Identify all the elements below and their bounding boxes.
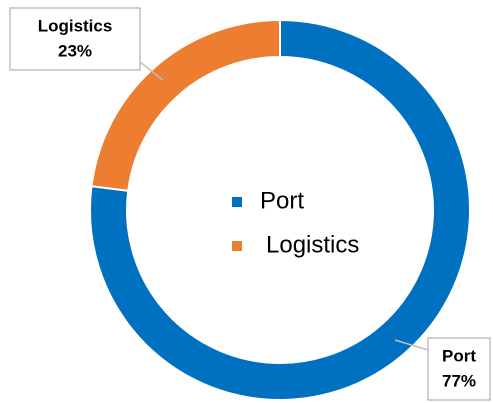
data-label-value: 23% [58,41,92,60]
data-label-name: Port [442,346,476,365]
legend-swatch [232,241,242,251]
legend-swatch [232,197,242,207]
leader-line [394,339,429,351]
legend-label: Logistics [266,231,359,258]
label-box [427,337,491,401]
donut-slice [89,18,471,401]
data-label-value: 77% [442,371,476,390]
label-box [9,7,141,71]
donut-slice [90,18,281,192]
legend-label: Port [260,187,304,214]
data-label-name: Logistics [38,16,113,35]
leader-line [139,61,164,81]
